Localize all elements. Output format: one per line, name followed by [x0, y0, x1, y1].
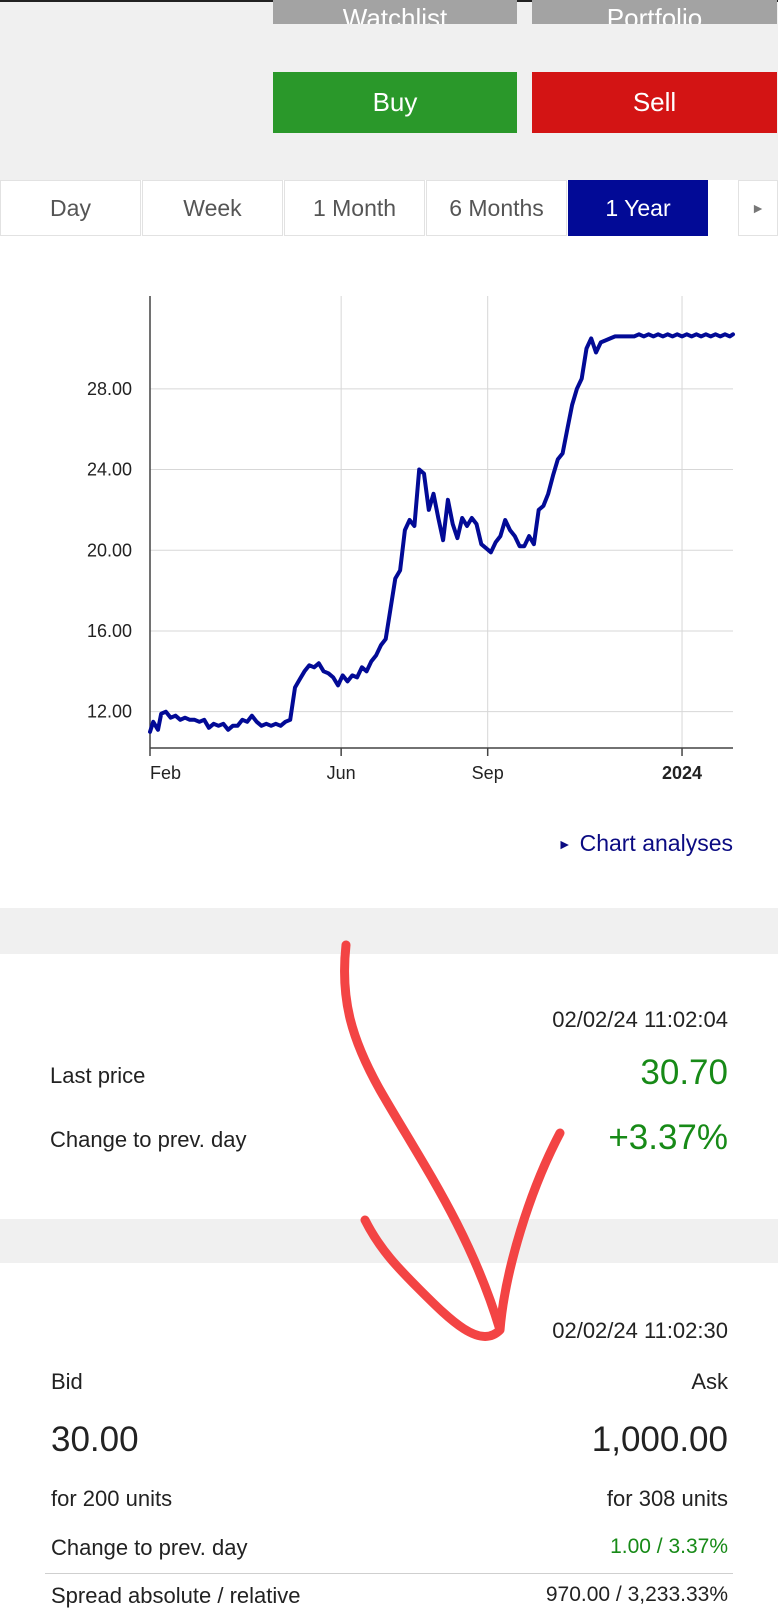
orderbook-timestamp: 02/02/24 11:02:30 — [552, 1318, 728, 1343]
last-price-value: 30.70 — [640, 1053, 728, 1092]
last-price-label: Last price — [50, 1063, 146, 1088]
triangle-right-icon: ► — [557, 835, 572, 852]
y-tick-label: 20.00 — [87, 540, 132, 560]
sell-button[interactable]: Sell — [532, 72, 777, 133]
tab-6-months[interactable]: 6 Months — [426, 180, 567, 236]
y-tick-label: 12.00 — [87, 702, 132, 722]
orderbook-change-value: 1.00 / 3.37% — [610, 1535, 728, 1558]
bid-price: 30.00 — [51, 1420, 139, 1459]
spread-label: Spread absolute / relative — [51, 1583, 301, 1608]
y-tick-label: 28.00 — [87, 379, 132, 399]
buy-button[interactable]: Buy — [273, 72, 517, 133]
orderbook-change-label: Change to prev. day — [51, 1535, 248, 1560]
section-divider — [0, 1219, 778, 1263]
x-tick-label: Sep — [472, 763, 504, 783]
x-tick-label: Jun — [327, 763, 356, 783]
period-tabs: Day Week 1 Month 6 Months 1 Year ► — [0, 180, 778, 236]
tabs-next-arrow-icon[interactable]: ► — [738, 180, 778, 236]
quote-timestamp: 02/02/24 11:02:04 — [552, 1007, 728, 1032]
x-tick-label: Feb — [150, 763, 181, 783]
tab-day[interactable]: Day — [0, 180, 141, 236]
price-chart: 12.00 16.00 20.00 24.00 28.00 Feb Jun Sep 2024 — [0, 236, 778, 796]
ask-label: Ask — [691, 1369, 728, 1394]
price-line — [148, 332, 735, 734]
quote-change-label: Change to prev. day — [50, 1127, 247, 1152]
hand-drawn-arrow-icon — [340, 940, 565, 1341]
chart-analyses-label: Chart analyses — [579, 830, 733, 856]
tab-week[interactable]: Week — [142, 180, 283, 236]
watchlist-button[interactable]: Watchlist — [273, 0, 517, 24]
row-divider — [45, 1573, 733, 1574]
action-area: Watchlist Portfolio Buy Sell — [0, 0, 778, 180]
x-tick-label: 2024 — [662, 763, 702, 783]
quote-change-value: +3.37% — [608, 1118, 728, 1157]
bid-units: for 200 units — [51, 1486, 173, 1511]
tab-1-year[interactable]: 1 Year — [568, 180, 708, 236]
portfolio-label: Portfolio — [606, 3, 703, 24]
section-divider — [0, 908, 778, 954]
ask-price: 1,000.00 — [591, 1420, 728, 1459]
y-tick-label: 16.00 — [87, 621, 132, 641]
chart-canvas: 12.00 16.00 20.00 24.00 28.00 Feb Jun Sep 2024 — [87, 296, 735, 783]
tab-1-month[interactable]: 1 Month — [284, 180, 425, 236]
spread-value: 970.00 / 3,233.33% — [545, 1583, 728, 1606]
watchlist-label: Watchlist — [342, 3, 448, 24]
portfolio-button[interactable]: Portfolio — [532, 0, 777, 24]
chart-analyses-link[interactable]: ► Chart analyses — [558, 830, 733, 857]
y-tick-label: 24.00 — [87, 460, 132, 480]
ask-units: for 308 units — [606, 1486, 728, 1511]
bid-label: Bid — [51, 1369, 83, 1394]
